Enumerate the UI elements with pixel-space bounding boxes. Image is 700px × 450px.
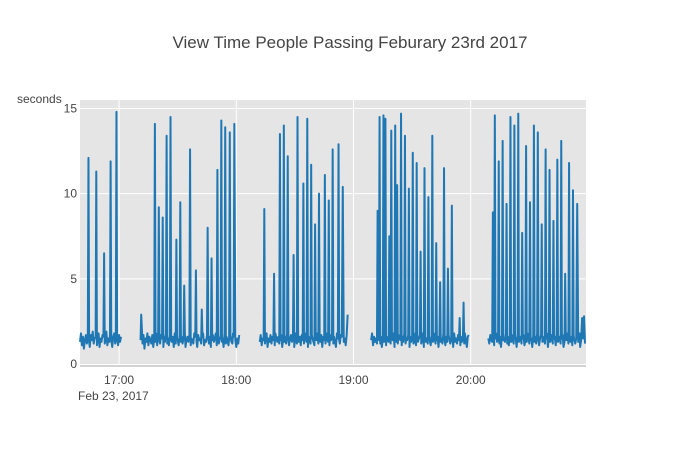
x-axis-ticks: 17:00 18:00 19:00 20:00 [104,373,486,387]
y-tick-label: 15 [64,102,78,116]
series-layer [79,110,587,350]
x-tick-label: 18:00 [221,373,251,387]
y-tick-label: 5 [70,272,77,286]
series-line-segment [258,116,349,348]
y-axis-title: seconds [17,92,62,106]
chart-title: View Time People Passing Feburary 23rd 2… [172,33,528,52]
y-axis-ticks: 0 5 10 15 [64,102,78,371]
x-tick-label: 17:00 [104,373,134,387]
series-line-segment [139,116,241,350]
y-tick-label: 0 [70,357,77,371]
y-tick-label: 10 [64,187,78,201]
series-line-segment [79,110,123,350]
series-line-segment [487,112,587,348]
series-line-segment [370,112,470,348]
x-tick-label: 19:00 [338,373,368,387]
x-tick-label: 20:00 [456,373,486,387]
x-axis-date-label: Feb 23, 2017 [78,389,149,403]
